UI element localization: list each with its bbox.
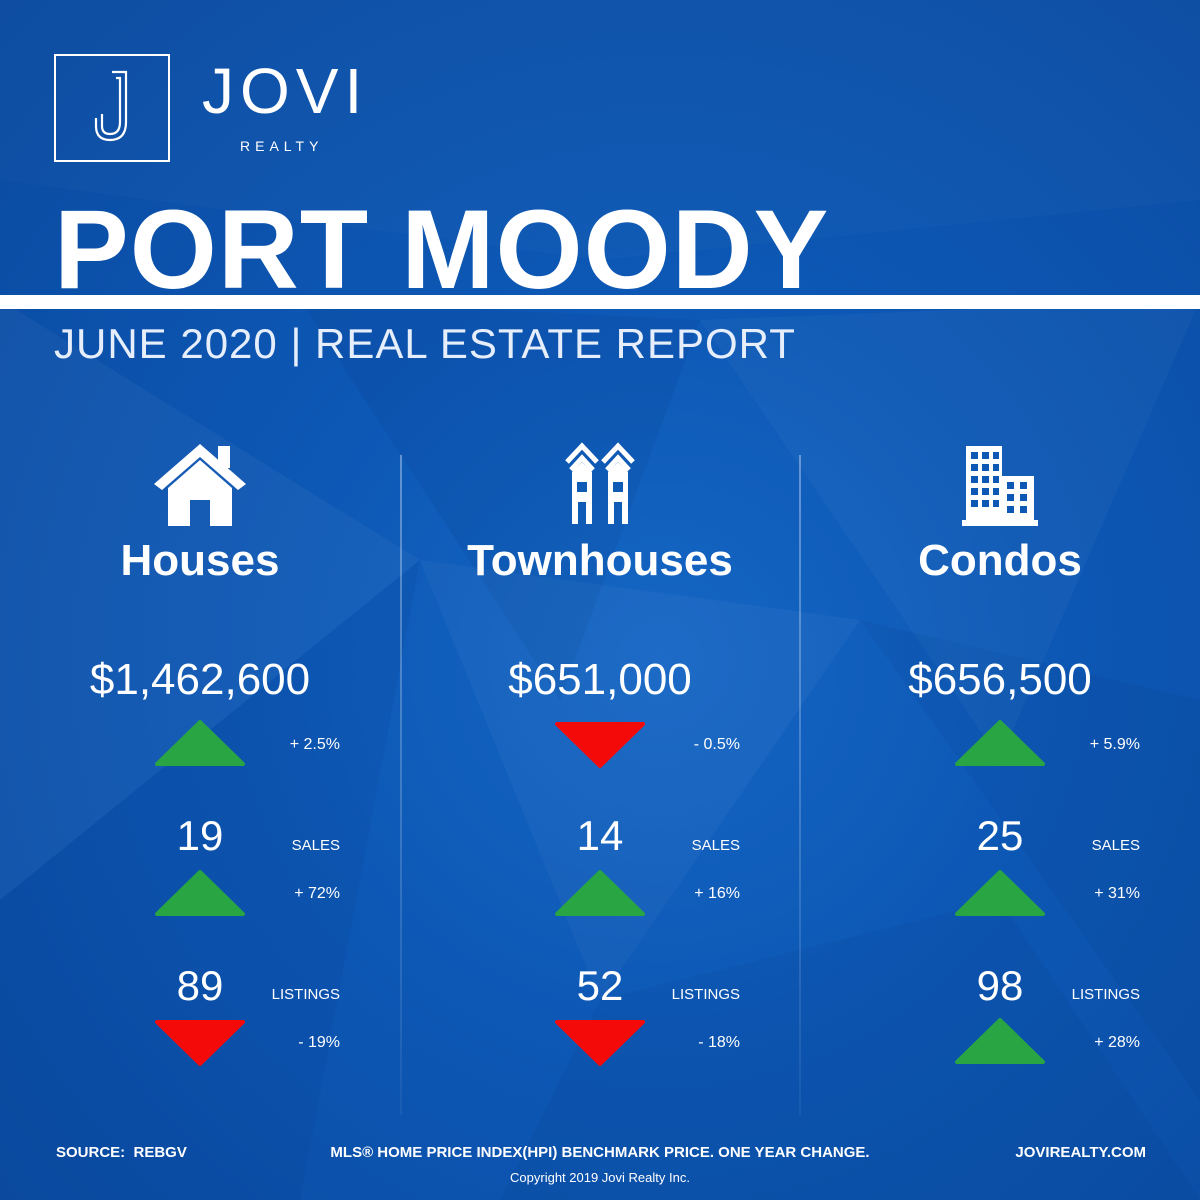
townhouses-column: Townhouses $651,000 - 0.5% 14 SALES + 16… [400, 430, 800, 1130]
sales-change-up-arrow-icon [555, 870, 645, 916]
price-change-up-arrow-icon [955, 720, 1045, 766]
townhouses-listings-label: LISTINGS [671, 986, 740, 1003]
footer-note: MLS® HOME PRICE INDEX(HPI) BENCHMARK PRI… [330, 1144, 870, 1161]
houses-listings-change: - 19% [298, 1034, 340, 1051]
houses-price: $1,462,600 [89, 655, 311, 704]
condos-sales-change: + 31% [1094, 885, 1140, 902]
townhouse-icon [400, 430, 800, 526]
condos-listings-count: 98 [976, 962, 1024, 1009]
column-divider [799, 455, 801, 1115]
brand-name: JOVI [202, 55, 369, 127]
houses-listings-label: LISTINGS [271, 986, 340, 1003]
townhouses-price: $651,000 [508, 655, 692, 704]
title-underline [0, 295, 1200, 309]
report-subtitle: JUNE 2020 | REAL ESTATE REPORT [54, 320, 796, 367]
logo-mark [54, 54, 170, 162]
copyright: Copyright 2019 Jovi Realty Inc. [510, 1170, 690, 1185]
listings-change-down-arrow-icon [155, 1020, 245, 1066]
houses-title: Houses [120, 536, 280, 585]
website-link[interactable]: JOVIREALTY.COM [1015, 1144, 1146, 1161]
listings-change-up-arrow-icon [955, 1018, 1045, 1064]
condos-listings-change: + 28% [1094, 1034, 1140, 1051]
houses-column: Houses $1,462,600 + 2.5% 19 SALES + 72% … [0, 430, 400, 1130]
condos-column: Condos $656,500 + 5.9% 25 SALES + 31% 98… [800, 430, 1200, 1130]
townhouses-price-change: - 0.5% [693, 736, 740, 753]
condos-sales-label: SALES [1091, 837, 1140, 854]
footer-source: SOURCE: REBGV [56, 1144, 187, 1161]
logo-monogram-icon [94, 70, 128, 142]
condo-building-icon [800, 430, 1200, 526]
townhouses-sales-change: + 16% [694, 885, 740, 902]
houses-listings-count: 89 [176, 962, 224, 1009]
page-title: PORT MOODY [54, 187, 830, 312]
condos-listings-label: LISTINGS [1071, 986, 1140, 1003]
houses-sales-label: SALES [291, 837, 340, 854]
houses-sales-count: 19 [176, 812, 224, 859]
houses-price-change: + 2.5% [289, 736, 340, 753]
condos-price: $656,500 [908, 655, 1092, 704]
condos-title: Condos [918, 536, 1082, 585]
house-icon [0, 430, 400, 526]
townhouses-listings-change: - 18% [698, 1034, 740, 1051]
listings-change-down-arrow-icon [555, 1020, 645, 1066]
price-change-up-arrow-icon [155, 720, 245, 766]
brand-subtitle: REALTY [240, 138, 324, 154]
price-change-down-arrow-icon [555, 722, 645, 768]
townhouses-sales-count: 14 [576, 812, 624, 859]
sales-change-up-arrow-icon [155, 870, 245, 916]
condos-price-change: + 5.9% [1089, 736, 1140, 753]
townhouses-title: Townhouses [467, 536, 733, 585]
condos-sales-count: 25 [976, 812, 1024, 859]
townhouses-sales-label: SALES [691, 837, 740, 854]
column-divider [400, 455, 402, 1115]
houses-sales-change: + 72% [294, 885, 340, 902]
sales-change-up-arrow-icon [955, 870, 1045, 916]
townhouses-listings-count: 52 [576, 962, 624, 1009]
